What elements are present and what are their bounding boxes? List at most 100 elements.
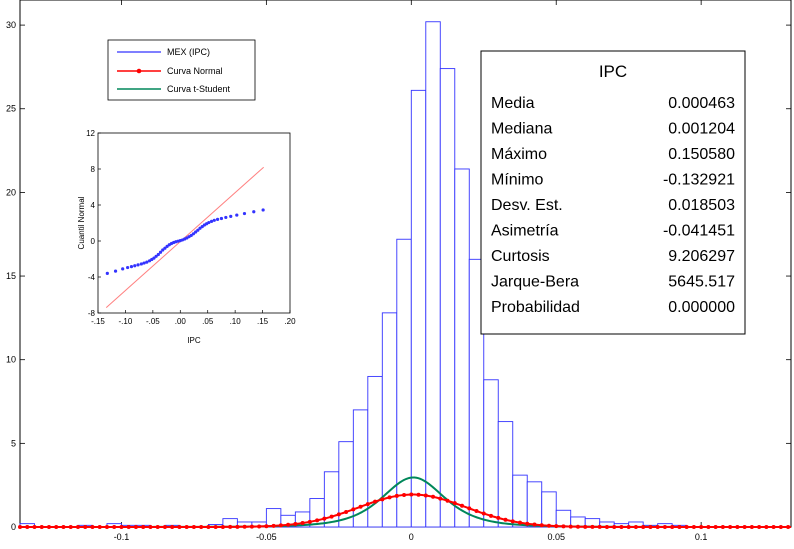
normal-curve-marker <box>206 524 211 529</box>
normal-curve-marker <box>546 523 551 528</box>
x-tick-label: -0.05 <box>256 532 277 542</box>
normal-curve-marker <box>612 524 617 529</box>
normal-curve-marker <box>220 524 225 529</box>
normal-curve-marker <box>481 511 486 516</box>
normal-curve-marker <box>315 518 320 523</box>
stats-box-frame <box>480 50 746 335</box>
normal-curve-marker <box>162 524 167 529</box>
inset-x-tick-label: -.05 <box>146 317 160 326</box>
inset-point <box>154 254 158 258</box>
stats-label: Probabilidad <box>491 299 580 316</box>
normal-curve-marker <box>489 513 494 518</box>
normal-curve-marker <box>677 524 682 529</box>
stats-title: IPC <box>599 62 627 81</box>
inset-point <box>105 271 109 275</box>
normal-curve-marker <box>39 525 44 529</box>
normal-curve-marker <box>387 495 392 500</box>
legend-label-t-student: Curva t-Student <box>167 84 231 94</box>
histogram-bar <box>483 379 499 528</box>
normal-curve-marker <box>336 512 341 517</box>
normal-curve-marker <box>68 525 73 529</box>
normal-curve-marker <box>626 524 631 529</box>
y-tick-label: 15 <box>6 271 16 281</box>
normal-curve-marker <box>249 524 254 529</box>
inset-point <box>209 219 214 223</box>
inset-x-tick-label: .10 <box>230 317 242 326</box>
inset-x-tick-label: -.10 <box>119 317 133 326</box>
stats-value: -0.041451 <box>663 223 735 240</box>
inset-point <box>261 208 265 212</box>
inset-plot-area <box>97 132 291 314</box>
stats-box: IPC Media 0.000463 Mediana 0.001204 Máximo 0.… <box>480 50 746 335</box>
normal-curve-marker <box>590 524 595 529</box>
histogram-bars <box>19 21 688 528</box>
normal-curve-marker <box>373 499 378 504</box>
normal-curve-marker <box>503 517 508 522</box>
stats-label: Jarque-Bera <box>491 274 579 291</box>
normal-curve-marker <box>75 525 80 529</box>
histogram-bar <box>526 481 543 528</box>
normal-curve-marker <box>431 494 436 499</box>
normal-curve-marker <box>351 507 356 512</box>
histogram-bar <box>512 474 528 528</box>
inset-ylabel: Cuantil Normal <box>77 196 86 249</box>
y-tick-label: 0 <box>11 522 16 532</box>
normal-curve-marker <box>394 493 399 498</box>
normal-curve-marker <box>358 504 363 509</box>
inset-xlabel: IPC <box>187 336 201 345</box>
normal-curve-marker <box>662 524 667 529</box>
normal-curve-marker <box>83 525 88 529</box>
stats-value: 0.000463 <box>668 95 735 112</box>
histogram-bar <box>497 421 514 528</box>
inset-point <box>252 210 256 214</box>
inset-point <box>219 216 224 221</box>
stats-label: Asimetría <box>491 223 559 240</box>
normal-curve-marker <box>155 524 160 529</box>
normal-curve-marker <box>539 523 544 528</box>
x-tick-label: 0.1 <box>695 532 708 542</box>
stats-value: 0.018503 <box>668 197 735 214</box>
inset-point <box>161 248 165 252</box>
histogram-bar <box>410 89 427 528</box>
stats-label: Desv. Est. <box>491 197 563 214</box>
normal-curve-marker <box>771 525 776 529</box>
normal-curve-marker <box>684 524 689 529</box>
y-tick-label: 5 <box>11 438 16 448</box>
normal-curve-marker <box>213 524 218 529</box>
inset-point <box>224 215 228 220</box>
normal-curve-marker <box>496 515 501 520</box>
normal-curve-marker <box>648 524 653 529</box>
y-tick-label: 25 <box>6 104 16 114</box>
normal-curve-marker <box>619 524 624 529</box>
normal-curve-marker <box>575 524 580 529</box>
inset-x-tick-label: .05 <box>202 317 214 326</box>
normal-curve-marker <box>655 524 660 529</box>
inset-point <box>145 260 149 264</box>
inset-point <box>194 230 198 234</box>
normal-curve-marker <box>670 524 675 529</box>
normal-curve-marker <box>191 524 196 529</box>
normal-curve-marker <box>242 524 247 529</box>
normal-curve-marker <box>728 525 733 529</box>
inset-y-tick-label: 4 <box>91 201 96 210</box>
normal-curve-marker <box>561 524 566 529</box>
legend-box <box>107 39 256 101</box>
inset-point <box>215 217 220 221</box>
normal-curve-marker <box>264 524 269 529</box>
normal-curve-marker <box>438 496 443 501</box>
normal-curve-marker <box>467 506 472 511</box>
normal-curve-marker <box>126 525 131 529</box>
normal-curve-marker <box>380 497 385 502</box>
normal-curve-marker <box>170 524 175 529</box>
inset-y-tick-label: -8 <box>88 309 96 318</box>
normal-curve-marker <box>713 525 718 529</box>
y-tick-label: 30 <box>6 20 16 30</box>
normal-curve-marker <box>119 525 124 529</box>
inset-point <box>126 265 130 270</box>
normal-curve-marker <box>583 524 588 529</box>
normal-curve-marker <box>148 524 153 529</box>
normal-curve-marker <box>199 524 204 529</box>
normal-curve-marker <box>235 524 240 529</box>
x-tick-label: 0 <box>409 532 414 542</box>
normal-curve-marker <box>97 525 102 529</box>
